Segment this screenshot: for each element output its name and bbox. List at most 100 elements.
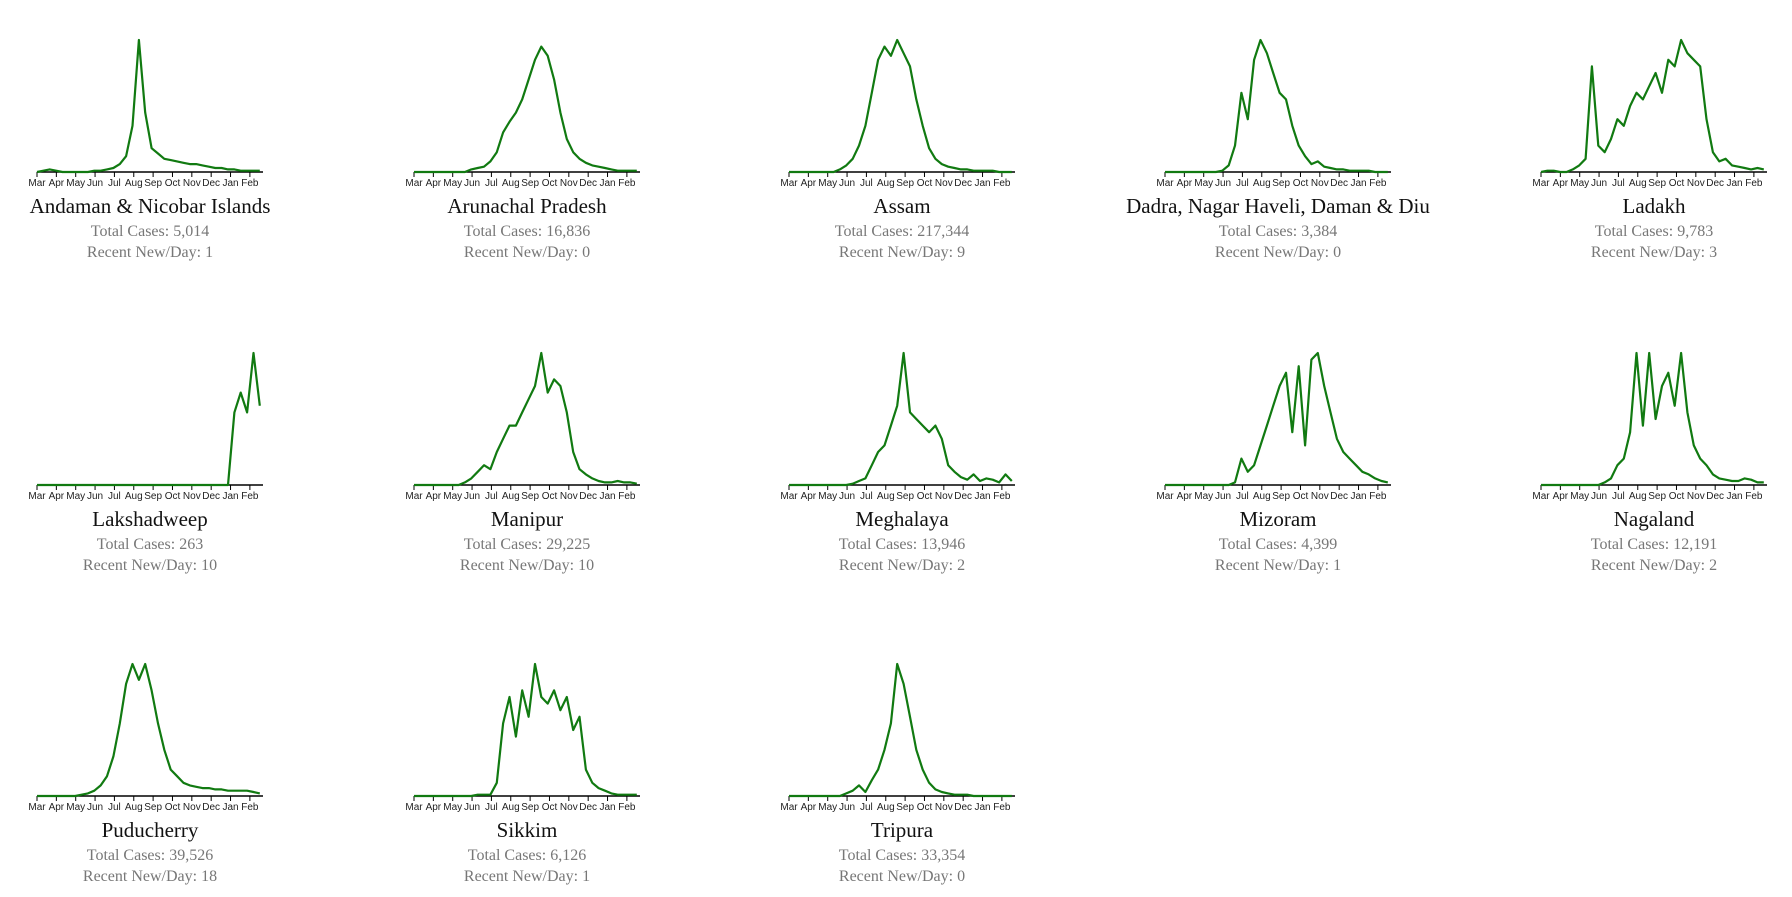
x-tick-label: Feb: [241, 178, 259, 189]
x-tick-label: Jul: [1612, 178, 1625, 189]
data-line: [414, 662, 637, 798]
chart-note: Total Cases: 6,126: [468, 847, 586, 864]
x-tick-label: Jun: [87, 178, 103, 189]
chart-note: Total Cases: 4,399: [1219, 536, 1337, 553]
chart-note: Recent New/Day: 2: [1591, 557, 1717, 574]
x-tick-label: Sep: [521, 802, 539, 813]
chart-title: Nagaland: [1614, 507, 1695, 531]
x-tick-label: Jan: [1726, 491, 1742, 502]
x-tick-label: Aug: [877, 178, 895, 189]
x-tick-label: Mar: [1532, 491, 1550, 502]
x-tick-label: May: [443, 178, 462, 189]
x-tick-label: Sep: [521, 178, 539, 189]
x-tick-label: May: [66, 802, 85, 813]
x-tick-label: Sep: [896, 802, 914, 813]
x-tick-label: Jan: [222, 178, 238, 189]
small-chart: Mar Apr May Jun Jul Aug Sep Oct Nov Dec Jan Feb Sikk…: [405, 662, 640, 885]
x-tick-label: Sep: [896, 491, 914, 502]
x-tick-label: Jun: [1215, 178, 1231, 189]
x-tick-label: Dec: [202, 178, 220, 189]
x-tick-label: Jul: [1236, 491, 1249, 502]
x-tick-label: Oct: [165, 802, 181, 813]
x-tick-label: Dec: [579, 178, 597, 189]
x-tick-label: Jul: [1236, 178, 1249, 189]
x-tick-label: Feb: [241, 491, 259, 502]
data-line: [1165, 38, 1388, 174]
small-chart: Mar Apr May Jun Jul Aug Sep Oct Nov Dec Jan Feb Trip…: [780, 662, 1015, 885]
x-tick-label: Aug: [125, 491, 143, 502]
small-chart: Mar Apr May Jun Jul Aug Sep Oct Nov Dec Jan Feb Mani…: [405, 351, 640, 574]
chart-note: Recent New/Day: 1: [1215, 557, 1341, 574]
x-tick-label: Mar: [405, 802, 423, 813]
x-tick-label: Jun: [839, 802, 855, 813]
x-tick-label: Jul: [108, 178, 121, 189]
x-tick-label: Nov: [935, 802, 953, 813]
data-line: [1541, 351, 1764, 487]
chart-note: Recent New/Day: 10: [460, 557, 594, 574]
chart-note: Recent New/Day: 3: [1591, 244, 1717, 261]
x-tick-label: Aug: [1253, 491, 1271, 502]
x-tick-label: Sep: [144, 178, 162, 189]
chart-title: Lakshadweep: [92, 507, 207, 531]
x-tick-label: Apr: [49, 802, 65, 813]
x-tick-label: Jul: [485, 802, 498, 813]
x-tick-label: Oct: [165, 491, 181, 502]
x-tick-label: Oct: [542, 491, 558, 502]
x-tick-label: Mar: [405, 178, 423, 189]
x-tick-label: Jan: [599, 802, 615, 813]
x-tick-label: Nov: [183, 178, 201, 189]
x-tick-label: Jun: [464, 491, 480, 502]
chart-title: Mizoram: [1240, 507, 1317, 531]
x-tick-label: Apr: [426, 178, 442, 189]
x-tick-label: Sep: [1272, 491, 1290, 502]
chart-note: Recent New/Day: 0: [839, 868, 965, 885]
x-tick-label: Jul: [485, 491, 498, 502]
x-tick-label: Apr: [49, 491, 65, 502]
x-tick-label: Dec: [1330, 178, 1348, 189]
chart-note: Total Cases: 13,946: [839, 536, 965, 553]
x-tick-label: Mar: [780, 802, 798, 813]
x-tick-label: Feb: [1745, 178, 1763, 189]
x-tick-label: Apr: [801, 802, 817, 813]
x-tick-label: Oct: [917, 491, 933, 502]
x-tick-label: Dec: [202, 491, 220, 502]
x-tick-label: Nov: [183, 802, 201, 813]
chart-note: Recent New/Day: 1: [464, 868, 590, 885]
x-tick-label: Apr: [426, 491, 442, 502]
data-line: [1165, 351, 1389, 487]
x-tick-label: Dec: [954, 491, 972, 502]
x-tick-label: Oct: [1669, 491, 1685, 502]
x-tick-label: May: [1194, 491, 1213, 502]
x-tick-label: Apr: [1177, 491, 1193, 502]
x-tick-label: Feb: [618, 491, 636, 502]
x-tick-label: Aug: [125, 802, 143, 813]
x-tick-label: Apr: [801, 178, 817, 189]
chart-note: Total Cases: 33,354: [839, 847, 965, 864]
x-tick-label: Sep: [521, 491, 539, 502]
chart-note: Recent New/Day: 9: [839, 244, 965, 261]
x-tick-label: Nov: [935, 491, 953, 502]
x-tick-label: Jun: [464, 178, 480, 189]
x-tick-label: May: [818, 491, 837, 502]
x-tick-label: Jan: [974, 178, 990, 189]
x-tick-label: Jan: [599, 178, 615, 189]
x-tick-label: Nov: [183, 491, 201, 502]
x-tick-label: Aug: [502, 491, 520, 502]
x-tick-label: Jun: [1591, 178, 1607, 189]
x-tick-label: Oct: [1293, 491, 1309, 502]
x-tick-label: Jun: [1215, 491, 1231, 502]
x-tick-label: Feb: [1745, 491, 1763, 502]
chart-title: Puducherry: [102, 818, 199, 842]
x-tick-label: Mar: [780, 178, 798, 189]
x-tick-label: Mar: [405, 491, 423, 502]
small-chart: Mar Apr May Jun Jul Aug Sep Oct Nov Dec Jan Feb Arun…: [405, 45, 640, 261]
chart-note: Total Cases: 39,526: [87, 847, 213, 864]
chart-note: Recent New/Day: 10: [83, 557, 217, 574]
x-tick-label: Jan: [1350, 178, 1366, 189]
chart-note: Total Cases: 9,783: [1595, 223, 1713, 240]
x-tick-label: Jan: [1350, 491, 1366, 502]
data-line: [1540, 38, 1765, 174]
x-tick-label: Sep: [1272, 178, 1290, 189]
x-tick-label: Feb: [618, 178, 636, 189]
